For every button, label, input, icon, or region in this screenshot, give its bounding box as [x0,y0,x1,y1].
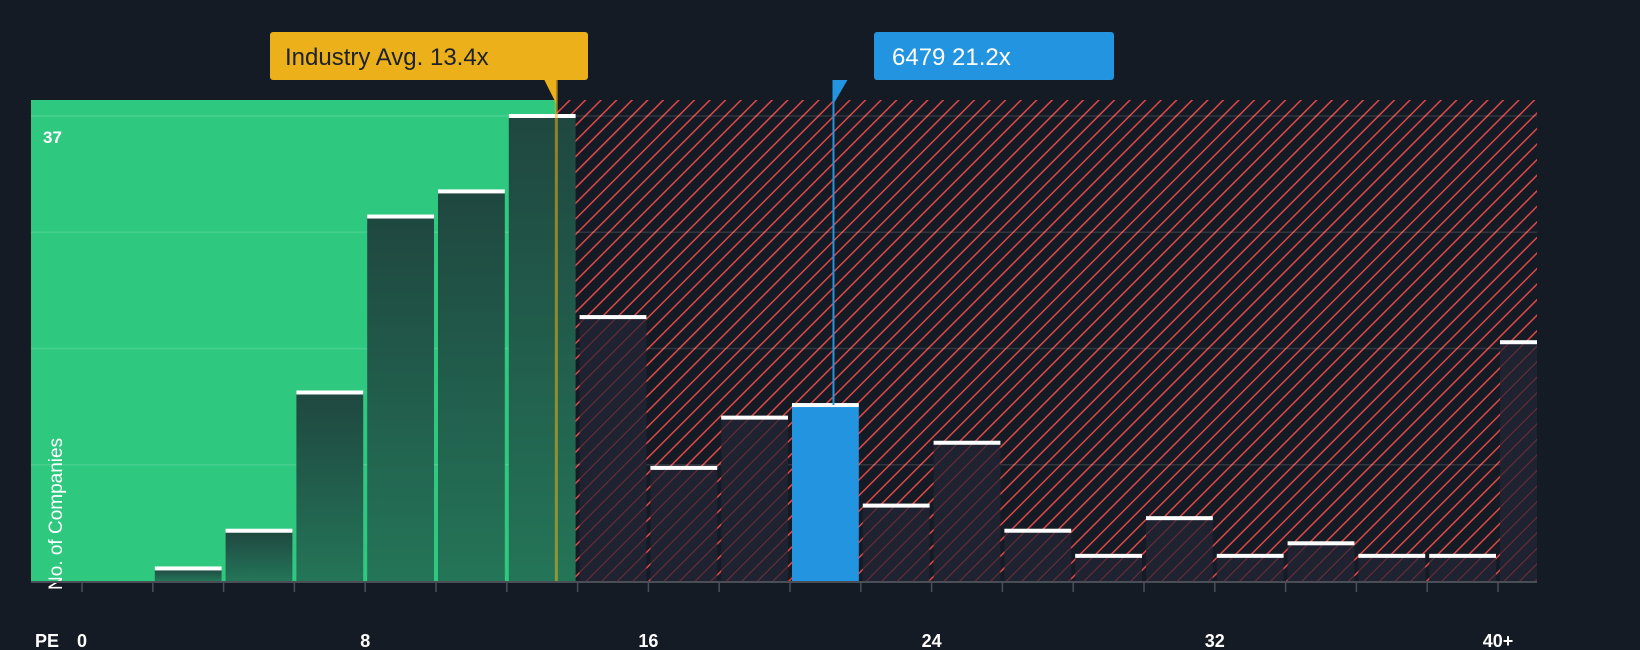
histogram-bar[interactable] [1500,342,1537,581]
x-tick-label: 16 [638,631,658,650]
histogram-bar[interactable] [650,467,718,581]
bar-cap [721,415,788,420]
bar-cap [1287,541,1355,546]
company-callout: 6479 21.2x [833,32,1114,104]
x-tick-label: 32 [1205,631,1225,650]
histogram-bar[interactable] [1146,518,1213,581]
x-axis-prefix: PE [35,631,59,650]
y-max-label: 37 [43,128,62,147]
bar-cap [508,114,576,118]
bar-cap [1500,340,1537,345]
histogram-bar[interactable] [1287,543,1355,581]
histogram-bar[interactable] [438,191,505,582]
bar-cap [367,214,434,219]
x-tick-label: 8 [360,631,370,650]
overvalued-zone [556,100,1537,581]
histogram-bar[interactable] [296,392,364,581]
bar-cap [1358,553,1426,558]
histogram-bar[interactable] [579,317,647,581]
y-axis-label: No. of Companies [46,438,67,590]
bar-cap [1216,553,1284,558]
histogram-bar[interactable] [1358,555,1426,581]
histogram-bar[interactable] [933,442,1001,581]
histogram-bar[interactable] [508,116,576,581]
bar-cap [438,189,505,194]
x-axis-ticks: 0 8 16 24 32 40+ [77,583,1513,650]
bar-cap [579,315,647,320]
histogram-bar[interactable] [721,417,788,581]
bar-cap [296,390,364,395]
bar-cap [1075,553,1142,558]
histogram-bar[interactable] [1075,555,1142,581]
histogram-bar[interactable] [1216,555,1284,581]
x-tick-label: 0 [77,631,87,650]
histogram-bar[interactable] [862,505,930,581]
histogram-bars [154,114,1537,582]
company-label: 6479 21.2x [892,44,1011,71]
bar-cap [1004,528,1072,533]
x-tick-label: 40+ [1483,631,1514,650]
bar-cap [933,440,1001,445]
bar-cap [792,403,859,408]
histogram-bar[interactable] [154,568,222,581]
industry-avg-callout: Industry Avg. 13.4x [270,32,588,104]
bar-cap [862,503,930,508]
bar-cap [154,566,222,571]
histogram-bar[interactable] [367,216,434,582]
industry-avg-label: Industry Avg. 13.4x [285,44,489,71]
histogram-bar[interactable] [792,405,859,581]
bar-cap [1429,553,1496,558]
x-tick-label: 24 [922,631,942,650]
bar-cap [225,528,293,533]
histogram-bar[interactable] [1004,530,1072,581]
histogram-bar[interactable] [225,530,293,581]
histogram-bar[interactable] [1429,555,1496,581]
bar-cap [650,465,718,470]
bar-cap [1146,516,1213,521]
